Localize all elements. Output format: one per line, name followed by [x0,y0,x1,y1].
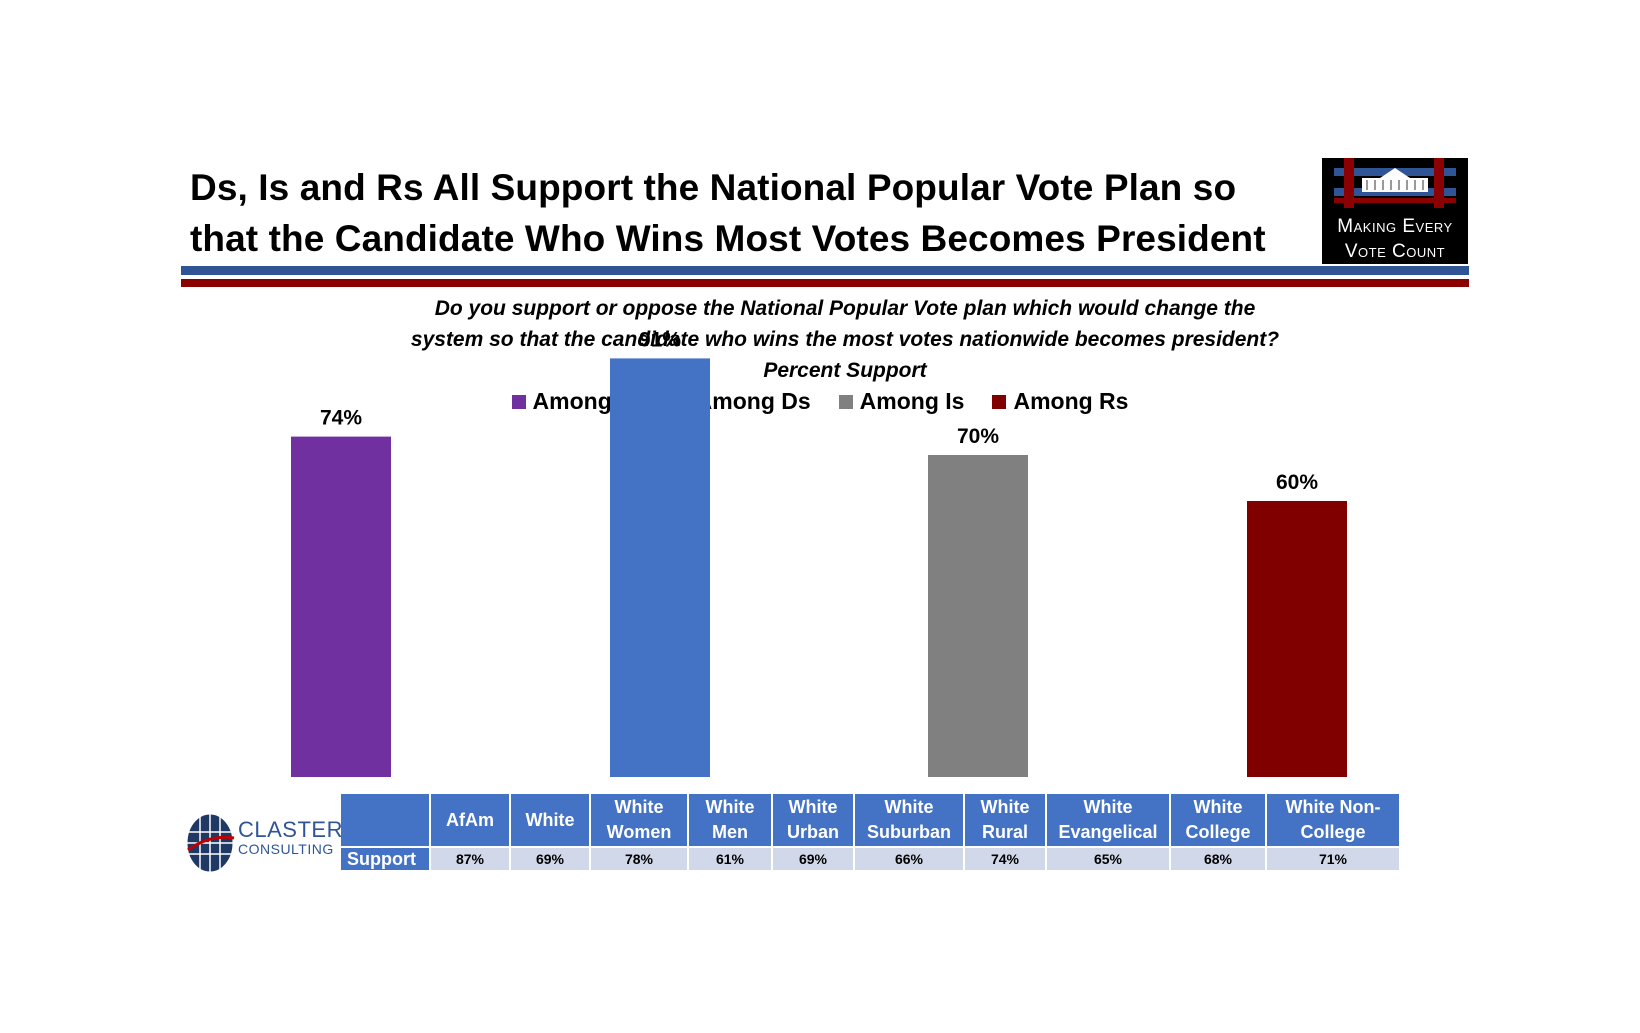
column-header-line-1: White [525,809,575,830]
white-house-icon [1334,158,1456,208]
column-header-line-1: White [705,797,755,817]
table-cell: 68% [1171,848,1265,870]
table-cell: 78% [591,848,687,870]
bar [291,436,391,777]
table-cell: 61% [689,848,771,870]
globe-icon [186,813,235,873]
data-label: 74% [320,407,362,430]
table-cell: 66% [855,848,963,870]
column-header-line-2: Suburban [867,822,951,842]
table-column-header: White Women [591,794,687,846]
table-cell: 74% [965,848,1045,870]
column-header-line-1: White [614,797,664,817]
table-column-header: White [511,794,589,846]
table-column-header: White Rural [965,794,1045,846]
legend-swatch [992,394,1007,409]
divider-red [181,279,1469,287]
table-row: Support 87% 69% 78% 61% 69% 66% 74% 65% 68% 71% [341,848,1399,870]
column-header-line-1: White [1193,797,1243,817]
legend-label: Among Ds [695,388,811,414]
column-header-line-1: White Non- [1285,797,1381,817]
column-header-line-2: Women [606,822,672,842]
legend-label: Among Is [859,388,965,414]
logo-mevc-line-2: Vote Count [1344,241,1446,262]
question-subtitle: Percent Support [763,359,927,382]
data-label: 70% [957,425,999,448]
column-header-line-1: White [788,797,838,817]
claster-line-2: CONSULTING [238,841,334,857]
survey-question: Do you support or oppose the National Po… [300,293,1390,386]
column-header-line-2: Evangelical [1058,822,1158,842]
column-header-line-1: White [980,797,1030,817]
table-column-header: White Urban [773,794,853,846]
question-line-1: Do you support or oppose the National Po… [434,297,1256,320]
table-column-header: White Suburban [855,794,963,846]
data-label: 91% [639,328,681,351]
divider-blue [181,266,1469,275]
column-header-line-1: White [884,797,934,817]
claster-wordmark: CLASTER CONSULTING [238,817,343,857]
table-cell: 87% [431,848,509,870]
table-cell: 65% [1047,848,1169,870]
bar [928,455,1028,777]
question-line-2: system so that the candidate who wins th… [410,328,1280,351]
column-header-line-1: AfAm [446,809,494,830]
column-header-line-2: College [1185,822,1251,842]
legend-item: Among Is [838,388,965,415]
claster-consulting-logo: CLASTER CONSULTING [186,812,342,879]
logo-mevc-line-1: Making Every [1337,216,1453,237]
legend-item: Among Rs [992,388,1128,415]
legend-swatch [838,394,853,409]
table-cell: 71% [1267,848,1399,870]
title-line-1: Ds, Is and Rs All Support the National P… [190,167,1237,208]
table-cell: 69% [773,848,853,870]
table-row-label: Support [341,848,429,870]
column-header-line-2: Men [712,822,748,842]
table-column-header: White Non- College [1267,794,1399,846]
bar [1247,501,1347,777]
title-line-2: that the Candidate Who Wins Most Votes B… [190,218,1266,259]
making-every-vote-count-logo: Making Every Vote Count [1322,158,1468,264]
legend-label: Among Rs [1013,388,1129,414]
bar [610,358,710,777]
column-header-line-1: White [1083,797,1133,817]
table-column-header: AfAm [431,794,509,846]
column-header-line-2: Rural [981,822,1028,842]
page-title: Ds, Is and Rs All Support the National P… [190,162,1310,264]
table-header-row: AfAm White White Women White Men White Urban Whi… [341,794,1399,846]
legend-swatch [511,394,526,409]
column-header-line-2: College [1300,822,1366,842]
claster-line-1: CLASTER [238,817,343,842]
subgroup-table: AfAm White White Women White Men White Urban Whi… [339,792,1401,872]
data-label: 60% [1276,471,1318,494]
table-cell: 69% [511,848,589,870]
table-column-header: White Men [689,794,771,846]
table-corner-cell [341,794,429,846]
column-header-line-2: Urban [786,822,839,842]
table-column-header: White College [1171,794,1265,846]
table-column-header: White Evangelical [1047,794,1169,846]
